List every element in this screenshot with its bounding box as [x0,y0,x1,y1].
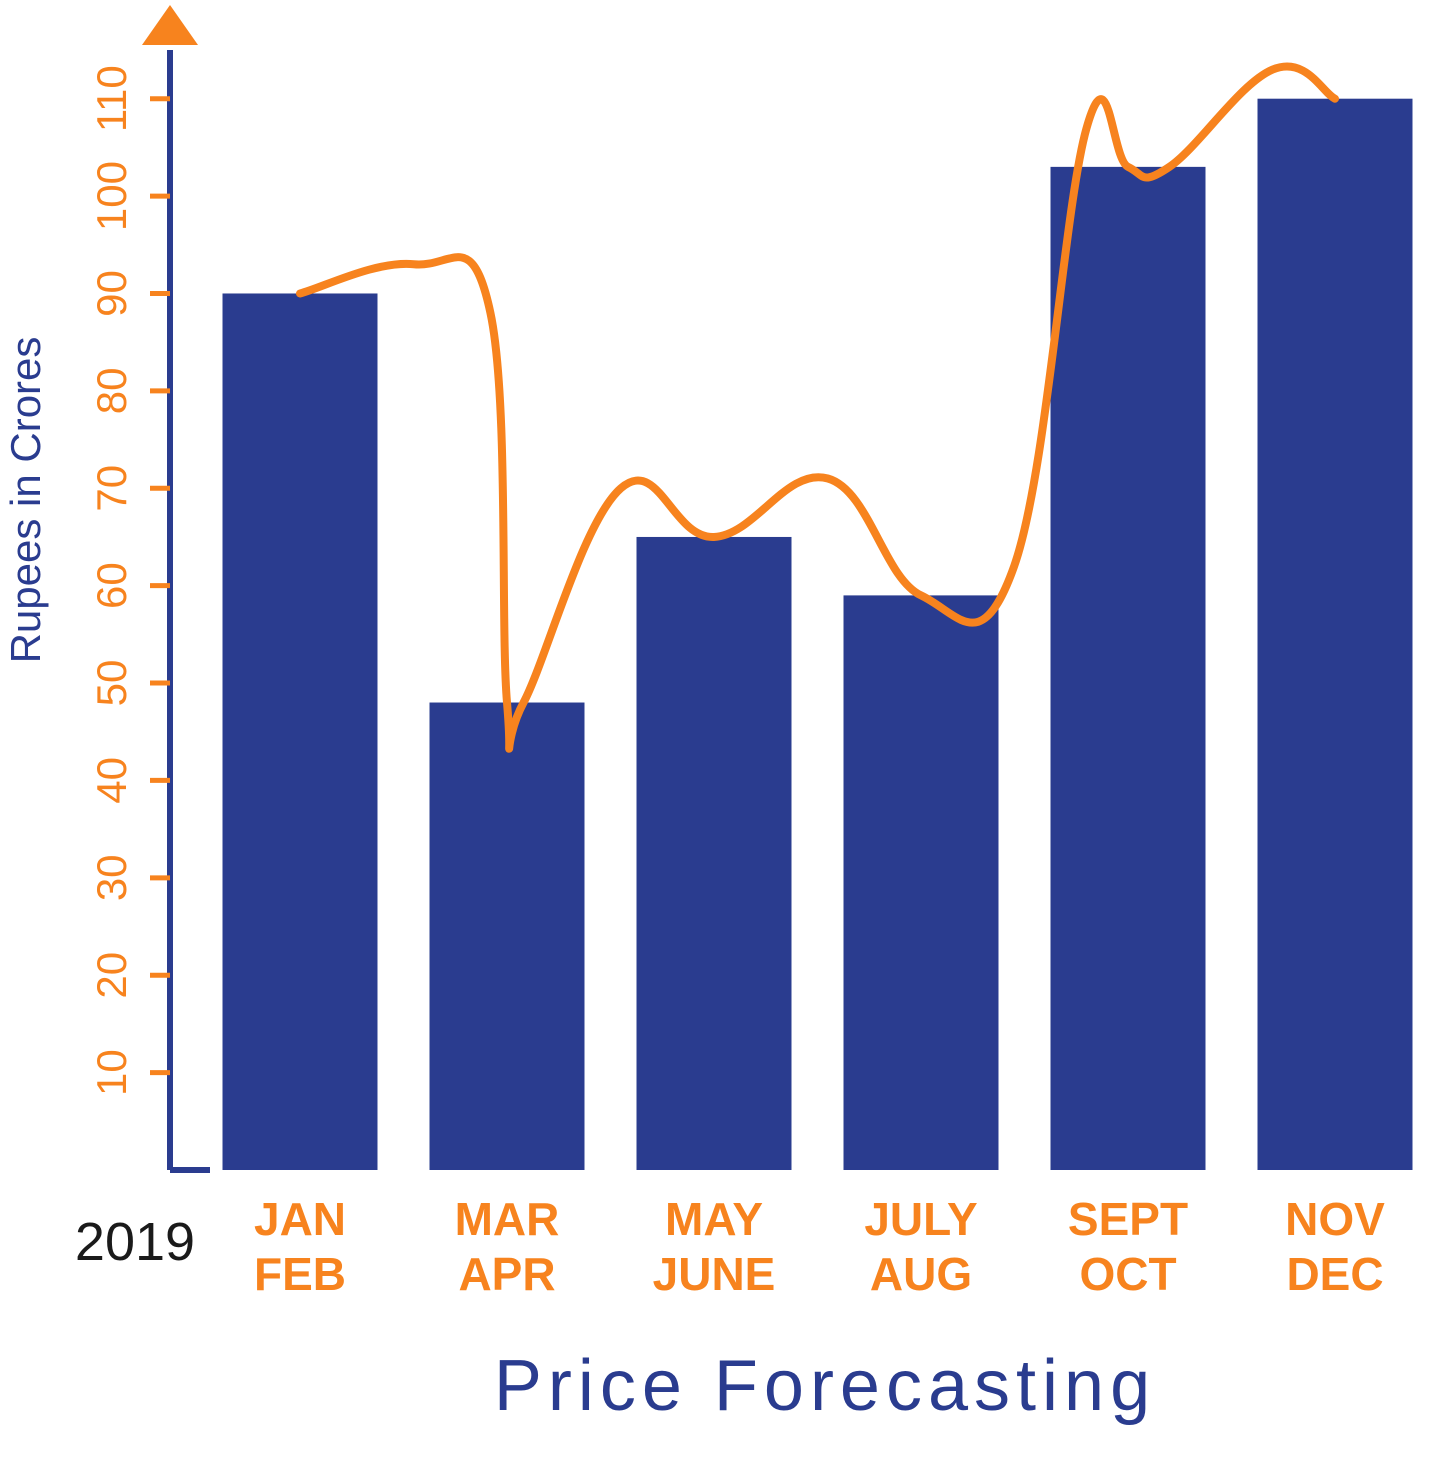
y-axis-label: Rupees in Crores [2,337,49,664]
x-category-label: DEC [1286,1248,1383,1300]
bar [430,703,585,1170]
y-tick-label: 10 [88,1049,135,1096]
y-tick-label: 110 [88,65,135,132]
y-axis-ticks: 10 20 30 40 50 60 70 80 90 100 110 [88,65,170,1096]
y-tick-label: 80 [88,368,135,415]
x-category-label: JUNE [653,1248,776,1300]
bar [637,537,792,1170]
chart-svg: 10 20 30 40 50 60 70 80 90 100 110 Rupees in Crore… [0,0,1438,1466]
price-forecasting-chart: 10 20 30 40 50 60 70 80 90 100 110 Rupees in Crore… [0,0,1438,1466]
y-tick-label: 60 [88,562,135,609]
y-tick-label: 30 [88,854,135,901]
bars-group [223,99,1413,1170]
x-category-label: JAN [254,1193,346,1245]
x-category-label: FEB [254,1248,346,1300]
y-tick-label: 90 [88,270,135,317]
bar [1258,99,1413,1170]
y-axis-arrow-icon [142,5,198,45]
x-category-label: AUG [870,1248,972,1300]
x-category-label: MAR [455,1193,560,1245]
bar [223,293,378,1170]
x-category-label: NOV [1285,1193,1385,1245]
chart-title: Price Forecasting [494,1346,1156,1426]
y-tick-label: 20 [88,952,135,999]
x-category-label: MAY [665,1193,763,1245]
x-category-label: JULY [864,1193,977,1245]
x-category-label: OCT [1079,1248,1176,1300]
year-label: 2019 [75,1212,195,1272]
y-tick-label: 40 [88,757,135,804]
y-tick-label: 100 [88,161,135,231]
x-category-label: SEPT [1068,1193,1188,1245]
bar [1051,167,1206,1170]
y-tick-label: 70 [88,465,135,512]
x-category-label: APR [458,1248,555,1300]
bar [844,595,999,1170]
x-axis-categories: JANFEB MARAPR MAYJUNE JULYAUG SEPTOCT NOVDEC [254,1193,1385,1300]
y-tick-label: 50 [88,660,135,707]
